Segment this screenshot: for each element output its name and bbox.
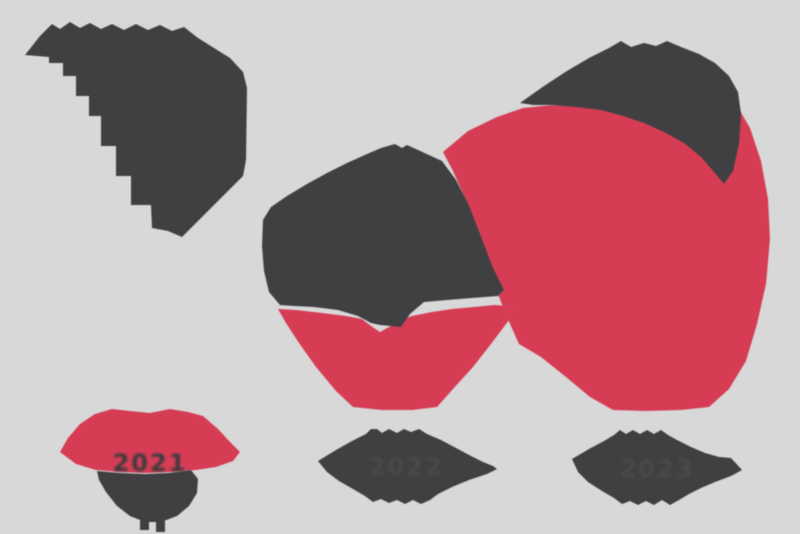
bubble-2022	[262, 144, 504, 327]
year-label-2021-smear	[97, 470, 198, 522]
year-label-2022-smear	[318, 429, 497, 504]
title-text-smear	[25, 22, 247, 237]
red-smear-tail	[278, 305, 516, 410]
bubble-2023	[443, 90, 770, 411]
value-label-2023-smear	[520, 41, 741, 184]
bubble-2021	[60, 409, 240, 473]
year-label-2023-smear	[572, 430, 742, 505]
year-2022-label-text: 2022	[369, 453, 444, 481]
year-2021-label-text: 2021	[113, 449, 188, 477]
year-2023-label-text: 2023	[620, 455, 695, 483]
year-label-2021-drip-streak	[156, 520, 165, 532]
year-label-2021-drip-streak	[140, 520, 149, 530]
